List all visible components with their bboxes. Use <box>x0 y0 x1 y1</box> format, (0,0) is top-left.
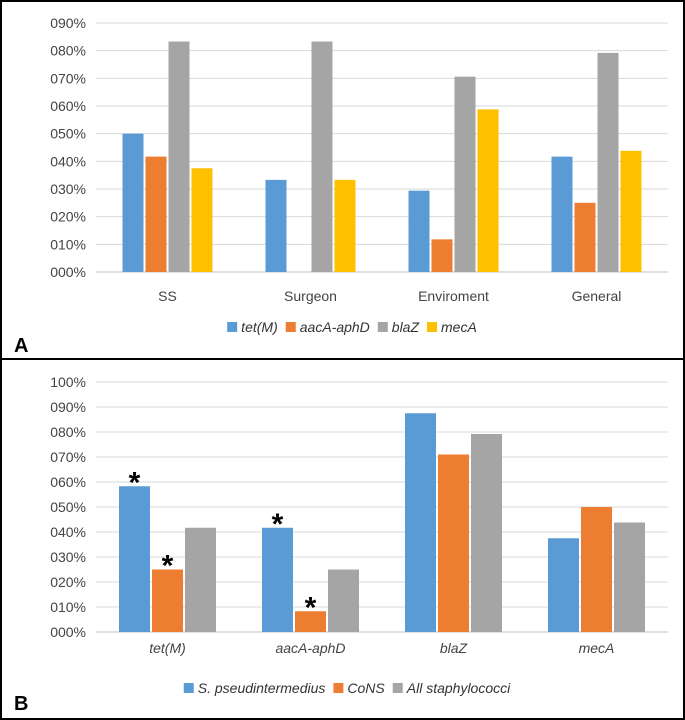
chart-b-bar-cons-0 <box>152 569 183 632</box>
chart-a-legend: tet(M) aacA-aphD blaZ mecA <box>227 319 477 335</box>
chart-a-bar-tet-m--2 <box>408 190 430 272</box>
chart-b-y-tick-label: 010% <box>50 599 86 615</box>
chart-b-bar-all-staphylococci-2 <box>471 434 502 632</box>
chart-b-legend-swatch <box>183 683 194 693</box>
chart-a-bar-meca-2 <box>477 109 499 272</box>
chart-b-y-tick-label: 100% <box>50 374 86 390</box>
chart-a-bar-tet-m--1 <box>265 179 287 272</box>
chart-b-y-tick-label: 020% <box>50 574 86 590</box>
chart-a-bar-meca-3 <box>620 150 642 272</box>
chart-a-panel-letter: A <box>14 335 28 357</box>
chart-a-y-tick-label: 030% <box>50 181 86 197</box>
chart-a-y-tick-label: 070% <box>50 70 86 86</box>
chart-b-bar-cons-3 <box>581 507 612 632</box>
chart-b-x-category-label: mecA <box>579 640 615 656</box>
chart-a-y-tick-label: 090% <box>50 15 86 31</box>
chart-a-bar-aaca-aphd-0 <box>145 156 167 272</box>
chart-b-legend: S. pseudintermedius CoNS All staphylococci <box>183 680 511 696</box>
chart-a-bar-blaz-3 <box>597 52 619 272</box>
chart-a-bar-meca-1 <box>334 179 356 272</box>
chart-b-x-category-label: tet(M) <box>149 640 186 656</box>
chart-b-bar-s-pseudintermedius-1 <box>262 527 293 632</box>
chart-a-x-category-label: General <box>572 288 622 304</box>
chart-b-legend-swatch <box>333 683 344 693</box>
chart-b-x-category-label: aacA-aphD <box>275 640 345 656</box>
chart-a-x-category-label: Enviroment <box>418 288 489 304</box>
chart-b-bar-all-staphylococci-1 <box>328 569 359 632</box>
chart-b-y-tick-label: 050% <box>50 499 86 515</box>
chart-b-panel-letter: B <box>14 693 28 715</box>
panel-a: 000% 010% 020% 030% 040% 050% 060% 070% 080% 090%… <box>0 0 685 360</box>
chart-b-bar-s-pseudintermedius-0 <box>119 486 150 632</box>
chart-a-bar-meca-0 <box>191 168 213 272</box>
chart-b-x-category-label: blaZ <box>440 640 468 656</box>
chart-a-y-tick-label: 080% <box>50 43 86 59</box>
chart-b-significance-star: * <box>162 550 174 583</box>
chart-b-legend-label: CoNS <box>347 680 385 696</box>
chart-a-legend-label: aacA-aphD <box>300 319 370 335</box>
chart-a-y-tick-label: 020% <box>50 209 86 225</box>
chart-b-legend-label: S. pseudintermedius <box>198 680 326 696</box>
chart-b-bar-cons-2 <box>438 454 469 632</box>
chart-a-y-tick-label: 040% <box>50 153 86 169</box>
chart-a-bar-tet-m--0 <box>122 133 144 272</box>
chart-a-bar-aaca-aphd-2 <box>431 239 453 272</box>
panel-b: 000% 010% 020% 030% 040% 050% 060% 070% 080% 090%… <box>0 358 685 720</box>
chart-b-significance-star: * <box>272 508 284 541</box>
chart-b-bar-all-staphylococci-3 <box>614 522 645 632</box>
chart-b-y-tick-label: 070% <box>50 449 86 465</box>
chart-a-legend-swatch <box>285 322 296 332</box>
chart-a-y-tick-label: 000% <box>50 264 86 280</box>
chart-a-legend-swatch <box>427 322 438 332</box>
chart-a-legend-swatch <box>227 322 238 332</box>
chart-b-bar-s-pseudintermedius-3 <box>548 538 579 632</box>
chart-b-legend-swatch <box>392 683 403 693</box>
chart-b-bar-all-staphylococci-0 <box>185 527 216 632</box>
chart-a-x-category-label: SS <box>158 288 177 304</box>
chart-b-y-tick-label: 060% <box>50 474 86 490</box>
chart-b-svg: 000% 010% 020% 030% 040% 050% 060% 070% 080% 090%… <box>14 374 668 715</box>
chart-a-bar-blaz-2 <box>454 76 476 272</box>
chart-a-x-category-label: Surgeon <box>284 288 337 304</box>
chart-a-bar-aaca-aphd-3 <box>574 202 596 272</box>
chart-a-bar-blaz-0 <box>168 41 190 272</box>
chart-a-y-tick-label: 010% <box>50 236 86 252</box>
chart-b-bar-cons-1 <box>295 611 326 632</box>
chart-b-significance-star: * <box>129 466 141 499</box>
chart-b-significance-star: * <box>305 591 317 624</box>
chart-a-legend-label: tet(M) <box>241 319 278 335</box>
chart-a-bar-blaz-1 <box>311 41 333 272</box>
chart-a-legend-label: blaZ <box>392 319 420 335</box>
chart-a-legend-label: mecA <box>441 319 477 335</box>
chart-b-y-tick-label: 030% <box>50 549 86 565</box>
chart-a-svg: 000% 010% 020% 030% 040% 050% 060% 070% 080% 090%… <box>14 15 668 357</box>
chart-a-y-tick-label: 060% <box>50 98 86 114</box>
chart-a-y-tick-label: 050% <box>50 126 86 142</box>
chart-b-bar-s-pseudintermedius-2 <box>405 413 436 632</box>
chart-a-bar-tet-m--3 <box>551 156 573 272</box>
chart-b-legend-label: All staphylococci <box>406 680 511 696</box>
chart-b-y-tick-label: 040% <box>50 524 86 540</box>
chart-a-legend-swatch <box>377 322 388 332</box>
chart-b-y-tick-label: 000% <box>50 624 86 640</box>
chart-b-y-tick-label: 090% <box>50 399 86 415</box>
chart-b-y-tick-label: 080% <box>50 424 86 440</box>
